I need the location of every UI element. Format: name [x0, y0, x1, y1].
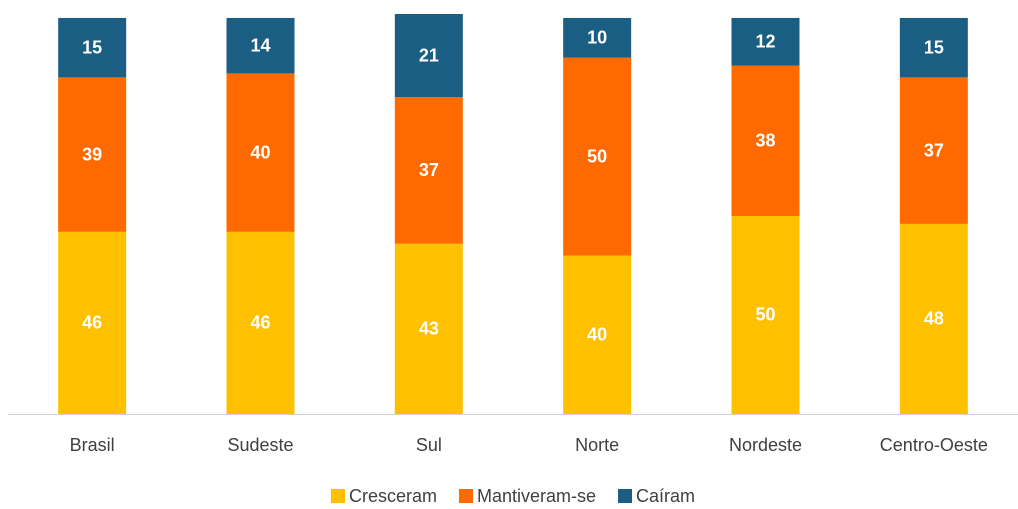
value-label: 14: [250, 35, 270, 55]
value-label: 15: [82, 37, 102, 57]
bar-segment: [563, 17, 632, 58]
value-label: 40: [587, 325, 607, 345]
bar-segment: [731, 215, 800, 414]
bar-segment: [226, 231, 295, 414]
value-label: 12: [755, 31, 775, 51]
value-label: 50: [587, 146, 607, 166]
value-label: 38: [755, 130, 775, 150]
value-label: 40: [250, 142, 270, 162]
x-tick-label: Norte: [575, 435, 619, 455]
x-tick-label: Brasil: [70, 435, 115, 455]
legend-label: Cresceram: [349, 486, 437, 506]
x-tick-label: Sudeste: [227, 435, 293, 455]
x-tick-label: Centro-Oeste: [880, 435, 988, 455]
value-label: 48: [924, 309, 944, 329]
legend-swatch: [458, 489, 473, 503]
value-label: 15: [924, 37, 944, 57]
legend-label: Mantiveram-se: [477, 486, 596, 506]
bar-segment: [58, 77, 127, 232]
value-label: 50: [755, 305, 775, 325]
bar-segment: [58, 231, 127, 414]
x-tick-label: Nordeste: [729, 435, 802, 455]
value-label: 21: [419, 45, 439, 65]
bar-segment: [563, 255, 632, 414]
bar-segment: [394, 14, 463, 98]
bar-segment: [394, 97, 463, 244]
bar-segment: [226, 17, 295, 74]
bar-segment: [731, 17, 800, 66]
value-label: 46: [250, 313, 270, 333]
value-label: 37: [924, 140, 944, 160]
bar-segment: [58, 17, 127, 78]
bar-segment: [394, 243, 463, 414]
bar-segment: [563, 57, 632, 256]
legend-label: Caíram: [636, 486, 695, 506]
value-label: 10: [587, 28, 607, 48]
bar-segment: [899, 77, 968, 224]
bar-segment: [899, 17, 968, 78]
value-label: 43: [419, 319, 439, 339]
legend-swatch: [618, 489, 633, 503]
bar-segment: [226, 73, 295, 232]
bar-segment: [731, 65, 800, 216]
bar-segment: [899, 223, 968, 414]
value-label: 46: [82, 313, 102, 333]
x-tick-label: Sul: [416, 435, 442, 455]
value-label: 37: [419, 160, 439, 180]
legend-swatch: [330, 489, 345, 503]
value-label: 39: [82, 144, 102, 164]
